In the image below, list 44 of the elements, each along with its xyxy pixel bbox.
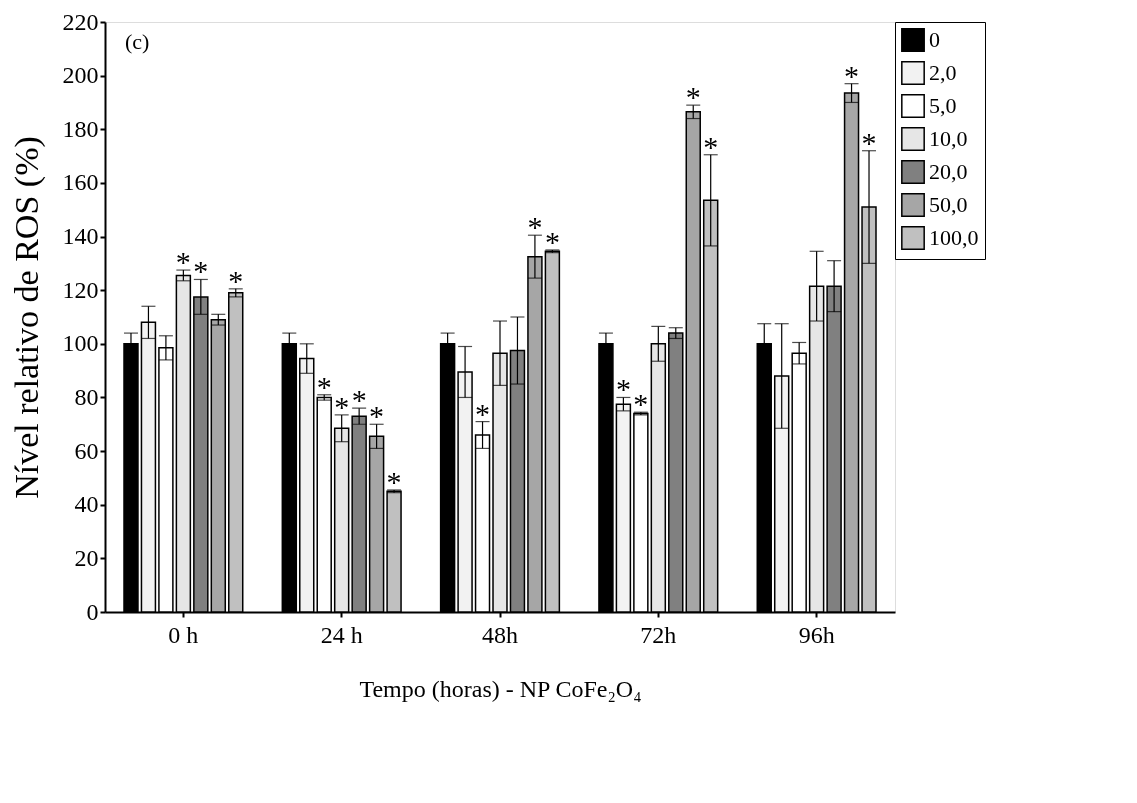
data-label: * [703, 129, 719, 163]
data-label: * [861, 125, 877, 159]
x-tick-label: 24 h [320, 621, 363, 648]
y-tick-label: 20 [74, 544, 99, 571]
x-tick-label: 72h [640, 621, 677, 648]
legend-label: 2,0 [929, 60, 957, 85]
data-label: * [527, 210, 543, 244]
data-label: * [334, 389, 350, 423]
y-tick-label: 100 [62, 330, 99, 357]
legend-label: 10,0 [929, 126, 968, 151]
legend-label: 100,0 [929, 225, 979, 250]
y-tick-label: 140 [62, 223, 99, 250]
legend-label: 50,0 [929, 192, 968, 217]
legend-label: 20,0 [929, 159, 968, 184]
data-label: * [844, 58, 860, 92]
x-axis-title: Tempo (horas) - NP CoFe₂O₄ [359, 675, 642, 702]
data-label: * [615, 372, 631, 406]
data-label: * [175, 245, 191, 279]
data-label: * [386, 464, 402, 498]
data-label: * [475, 396, 491, 430]
y-tick-label: 40 [74, 491, 99, 518]
y-tick-label: 220 [62, 8, 99, 35]
y-axis-title: Nível relativo de ROS (%) [7, 136, 46, 499]
y-tick-label: 80 [74, 383, 99, 410]
data-label: * [685, 80, 701, 114]
y-tick-label: 160 [62, 169, 99, 196]
y-tick-label: 0 [86, 598, 99, 625]
data-label: * [633, 387, 649, 421]
data-label: * [351, 383, 367, 417]
annotation: (c) [125, 29, 150, 54]
x-tick-label: 0 h [168, 621, 199, 648]
y-tick-label: 200 [62, 62, 99, 89]
x-tick-label: 96h [798, 621, 835, 648]
data-label: * [544, 224, 560, 258]
y-tick-label: 180 [62, 115, 99, 142]
data-label: * [316, 369, 332, 403]
y-tick-label: 120 [62, 276, 99, 303]
x-tick-label: 48h [482, 621, 518, 648]
y-tick-label: 60 [74, 437, 99, 464]
legend-label: 5,0 [929, 93, 957, 118]
legend-label: 0 [929, 27, 940, 52]
data-label: * [228, 263, 244, 297]
data-label: * [193, 254, 209, 288]
data-label: * [369, 399, 385, 433]
